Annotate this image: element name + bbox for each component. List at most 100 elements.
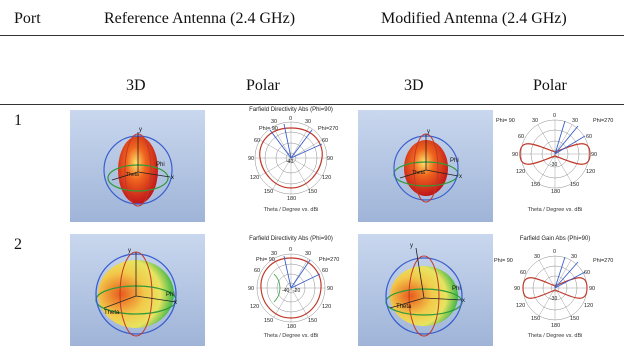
row-1-mod-tick-180: 180 <box>551 189 560 195</box>
row-2-ref-x-label: x <box>174 300 177 306</box>
row-2-mod-y-label: y <box>410 243 413 249</box>
row-1-mod-tick-60l: 60 <box>518 134 524 140</box>
row-1-mod-tick-120l: 120 <box>516 169 525 175</box>
row-2-ref-tick-150r: 150 <box>308 318 317 324</box>
subheader-3d-modified: 3D <box>404 77 424 94</box>
header-port: Port <box>14 10 41 27</box>
row-1-ref-tick-30l: 30 <box>271 119 277 125</box>
header-rule <box>0 35 624 36</box>
row-2-mod-tick-150l: 150 <box>531 316 540 322</box>
row-2-mod-polar-caption: Theta / Degree vs. dBi <box>527 333 583 339</box>
row-2-ref-tick-90l: 90 <box>248 286 254 292</box>
row-2-ref-tick-150l: 150 <box>264 318 273 324</box>
row-2-ref-tick-30r: 30 <box>305 251 311 257</box>
row-2-mod-tick-180: 180 <box>551 323 560 329</box>
row-2-mod-polar-plot: Farfield Gain Abs (Phi=90) Phi= 90 Phi=2… <box>490 232 620 342</box>
row-2-mod-3d-pattern: y Phi Theta x <box>358 234 493 346</box>
row-1-mod-phi-left: Phi= 90 <box>496 118 515 124</box>
subheader-rule <box>0 104 624 105</box>
row-1-ref-tick-90r: 90 <box>327 156 333 162</box>
row-1-ref-tick-0: 0 <box>289 116 292 122</box>
row-2-ref-ring2-label: -20 <box>293 288 300 294</box>
row-1-ref-tick-30r: 30 <box>305 119 311 125</box>
row-2-mod-phi-left: Phi= 90 <box>494 258 513 264</box>
row-1-mod-phi-right: Phi=270 <box>593 118 613 124</box>
row-1-mod-theta-label: Theta <box>412 170 425 176</box>
row-2-ref-tick-0: 0 <box>289 247 292 253</box>
subheader-3d-reference: 3D <box>126 77 146 94</box>
row-1-ref-phi-left: Phi= 90 <box>259 126 278 132</box>
row-2-mod-tick-90l: 90 <box>514 286 520 292</box>
subheader-polar-reference: Polar <box>246 77 280 94</box>
row-2-ref-phi-label: Phi <box>166 292 175 298</box>
row-1-mod-polar-plot: Phi= 90 Phi=270 0 30 60 90 120 150 180 3… <box>490 106 620 216</box>
row-2-mod-phi-right: Phi=270 <box>593 258 613 264</box>
row-1-mod-3d-pattern: y Phi Theta x <box>358 110 493 222</box>
row-1-ref-y-label: y <box>139 127 142 133</box>
row-2-mod-tick-0: 0 <box>553 249 556 255</box>
row-1-ref-tick-120r: 120 <box>322 175 331 181</box>
row-2-mod-tick-30r: 30 <box>571 254 577 260</box>
header-modified-antenna: Modified Antenna (2.4 GHz) <box>381 10 567 27</box>
row-2-mod-phi-label: Phi <box>452 286 461 292</box>
row-2-mod-polar-title: Farfield Gain Abs (Phi=90) <box>519 236 591 242</box>
row-1-ref-tick-60l: 60 <box>254 138 260 144</box>
row-1-ref-x-label: x <box>171 175 174 181</box>
row-2-ref-tick-120l: 120 <box>250 304 259 310</box>
row-2-mod-tick-60r: 60 <box>584 270 590 276</box>
row-2-mod-tick-120r: 120 <box>584 303 593 309</box>
row-2-ref-tick-60l: 60 <box>254 268 260 274</box>
header-reference-antenna: Reference Antenna (2.4 GHz) <box>104 10 296 27</box>
row-1-ref-phi-right: Phi=270 <box>318 126 338 132</box>
row-1-ref-ring-label: -40 <box>286 159 293 165</box>
row-2-mod-tick-120l: 120 <box>516 303 525 309</box>
row-2-mod-tick-90r: 90 <box>589 286 595 292</box>
subheader-polar-modified: Polar <box>533 77 567 94</box>
row-1-ref-theta-label: Theta <box>126 172 139 178</box>
row-1-mod-x-label: x <box>459 174 462 180</box>
row-2-mod-ring-label: -30 <box>550 296 557 302</box>
row-1-mod-tick-30r: 30 <box>572 118 578 124</box>
row-2-mod-x-label: x <box>462 298 465 304</box>
row-1-ref-polar-plot: Farfield Directivity Abs (Phi=90) Phi= 9… <box>226 106 356 216</box>
row-1-mod-tick-90r: 90 <box>591 152 597 158</box>
row-2-ref-ring-label: -40 <box>282 288 289 294</box>
row-1-mod-tick-150r: 150 <box>570 182 579 188</box>
row-1-mod-ring-label: -30 <box>550 162 557 168</box>
row-1-ref-tick-150r: 150 <box>308 189 317 195</box>
row-2-ref-polar-title: Farfield Directivity Abs (Phi=90) <box>249 236 333 242</box>
row-2-ref-theta-label: Theta <box>104 310 120 316</box>
row-1-mod-tick-30l: 30 <box>532 118 538 124</box>
row-2-ref-tick-30l: 30 <box>271 251 277 257</box>
row-2-ref-phi-left: Phi= 90 <box>256 257 275 263</box>
row-2-ref-tick-60r: 60 <box>322 268 328 274</box>
row-2-mod-tick-30l: 30 <box>534 254 540 260</box>
row-2-ref-phi-right: Phi=270 <box>319 257 339 263</box>
row-2-ref-polar-plot: Farfield Directivity Abs (Phi=90) Phi= 9… <box>226 232 356 342</box>
row-2-ref-tick-120r: 120 <box>322 304 331 310</box>
row-1-mod-tick-0: 0 <box>553 113 556 119</box>
row-1-port: 1 <box>14 112 22 129</box>
row-2-mod-theta-label: Theta <box>396 304 412 310</box>
row-1-mod-tick-120r: 120 <box>586 169 595 175</box>
row-1-ref-tick-180: 180 <box>287 196 296 202</box>
row-2-port: 2 <box>14 236 22 253</box>
row-2-ref-polar-caption: Theta / Degree vs. dBi <box>263 333 319 339</box>
row-1-mod-y-label: y <box>427 129 430 135</box>
row-1-mod-phi-label: Phi <box>450 158 459 164</box>
row-1-ref-tick-90l: 90 <box>248 156 254 162</box>
row-2-mod-tick-60l: 60 <box>520 270 526 276</box>
row-1-ref-3d-pattern: y Phi Theta x <box>70 110 205 222</box>
row-1-mod-tick-60r: 60 <box>586 134 592 140</box>
row-2-ref-3d-pattern: y Phi Theta x <box>70 234 205 346</box>
row-1-ref-tick-120l: 120 <box>250 175 259 181</box>
row-2-ref-tick-180: 180 <box>287 324 296 330</box>
row-2-ref-tick-90r: 90 <box>327 286 333 292</box>
row-1-mod-tick-150l: 150 <box>531 182 540 188</box>
row-1-ref-phi-label: Phi <box>156 162 165 168</box>
row-1-ref-tick-60r: 60 <box>322 138 328 144</box>
row-2-ref-y-label: y <box>128 248 131 254</box>
row-1-ref-polar-caption: Theta / Degree vs. dBi <box>263 207 319 213</box>
row-1-ref-polar-title: Farfield Directivity Abs (Phi=90) <box>249 107 333 113</box>
row-1-mod-polar-caption: Theta / Degree vs. dBi <box>527 207 583 213</box>
